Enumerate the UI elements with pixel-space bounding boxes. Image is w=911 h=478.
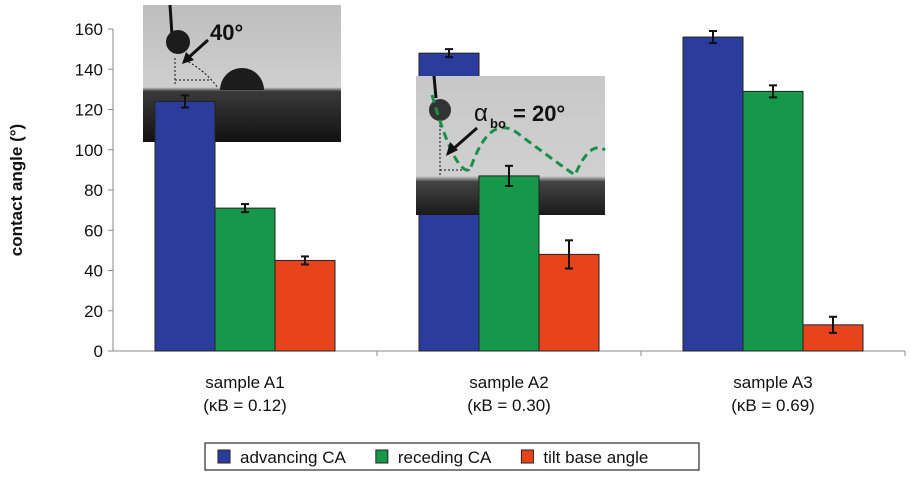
bar [742, 90, 804, 352]
y-axis-title: contact angle (°) [7, 124, 26, 256]
y-tick-label: 140 [75, 60, 103, 79]
error-bar [709, 30, 717, 45]
error-bar [301, 255, 309, 266]
y-tick-label: 20 [84, 302, 103, 321]
bar [214, 207, 276, 352]
bar [682, 36, 744, 352]
y-tick-label: 100 [75, 141, 103, 160]
legend-swatch [375, 449, 389, 464]
annotation-subscript: bo [490, 116, 506, 131]
annotation-symbol: α [474, 100, 488, 127]
bar [478, 175, 540, 352]
bar [154, 100, 216, 352]
legend-label: receding CA [398, 448, 492, 467]
bar [274, 259, 336, 352]
legend-label: advancing CA [240, 448, 347, 467]
legend-label: tilt base angle [543, 448, 648, 467]
annotation: 40° [210, 20, 243, 45]
error-bar [181, 94, 189, 109]
error-bar [769, 84, 777, 99]
y-tick-label: 60 [84, 221, 103, 240]
y-tick-label: 80 [84, 181, 103, 200]
x-tick-label: sample A2 [469, 373, 548, 392]
x-tick-label: (κB = 0.69) [731, 396, 815, 415]
error-bar [565, 239, 573, 270]
legend-box [204, 442, 700, 471]
y-tick-label: 40 [84, 262, 103, 281]
legend-swatch [520, 449, 534, 464]
x-tick-label: sample A3 [733, 373, 812, 392]
y-tick-label: 120 [75, 101, 103, 120]
y-tick-label: 160 [75, 20, 103, 39]
x-tick-label: (κB = 0.12) [203, 396, 287, 415]
x-tick-label: (κB = 0.30) [467, 396, 551, 415]
error-bar [445, 48, 453, 59]
legend-swatch [217, 449, 231, 464]
error-bar [505, 164, 513, 187]
x-tick-label: sample A1 [205, 373, 284, 392]
error-bar [829, 315, 837, 334]
annotation: = 20° [513, 101, 565, 126]
y-tick-label: 0 [94, 342, 103, 361]
bar [538, 253, 600, 352]
error-bar [241, 203, 249, 214]
